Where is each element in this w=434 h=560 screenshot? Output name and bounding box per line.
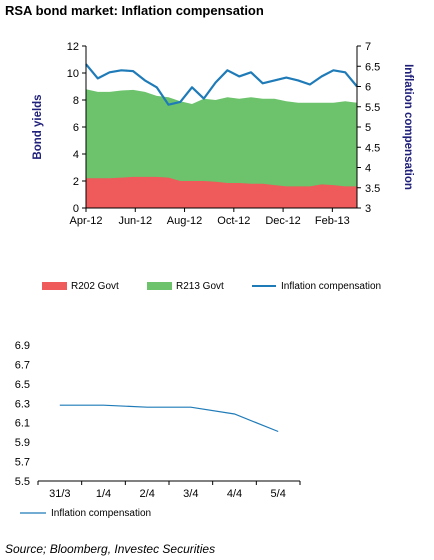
- y2-tick-label: 3: [365, 203, 371, 215]
- y-tick-label: 2: [73, 176, 79, 188]
- legend-r202-label: R202 Govt: [71, 281, 119, 292]
- series-r202-area: [86, 176, 357, 208]
- chart2-y-tick-label: 6.9: [15, 340, 30, 352]
- chart-1-areas: [86, 89, 357, 208]
- y2-axis-label: Inflation compensation: [402, 64, 414, 190]
- chart-2-line: [59, 404, 279, 433]
- y2-tick-label: 5.5: [365, 102, 380, 114]
- y2-tick-label: 4: [365, 163, 371, 175]
- y-tick-label: 8: [73, 95, 79, 107]
- chart2-x-tick-label: 1/4: [96, 488, 111, 500]
- chart-2-ticks: 5.5 5.7 5.9 6.1 6.3 6.5 6.7 6.9 31/3 1/4 2/4 3/4 4/4…: [15, 340, 301, 500]
- legend-r213-swatch: [147, 282, 172, 290]
- y2-tick-label: 4.5: [365, 142, 380, 154]
- legend-r202-swatch: [42, 282, 67, 290]
- chart2-x-tick-label: 31/3: [49, 488, 70, 500]
- y-axis-label: Bond yields: [32, 94, 44, 159]
- x-tick-label: Feb-13: [315, 215, 350, 227]
- source-note: Source; Bloomberg, Investec Securities: [5, 542, 215, 556]
- y2-tick-label: 6.5: [365, 61, 380, 73]
- x-tick-label: Aug-12: [167, 215, 202, 227]
- chart2-y-tick-label: 5.5: [15, 476, 30, 488]
- chart2-y-tick-label: 6.5: [15, 379, 30, 391]
- chart-1: 0 2 4 6 8 10 12 3 3.5 4 4.5 5 5.5 6 6.5 7 Apr-12 Jun-12 Au…: [32, 41, 414, 292]
- legend-r213-label: R213 Govt: [176, 281, 224, 292]
- x-tick-label: Oct-12: [217, 215, 250, 227]
- chart-title: RSA bond market: Inflation compensation: [5, 3, 264, 18]
- chart2-y-tick-label: 6.3: [15, 398, 30, 410]
- legend-inflation-label: Inflation compensation: [281, 281, 381, 292]
- chart2-y-tick-label: 5.7: [15, 457, 30, 469]
- chart2-legend-label: Inflation compensation: [51, 508, 151, 519]
- chart-1-ticks: 0 2 4 6 8 10 12 3 3.5 4 4.5 5 5.5 6 6.5 7 Apr-12 Jun-12 Au…: [67, 41, 381, 227]
- y2-tick-label: 5: [365, 122, 371, 134]
- x-tick-label: Apr-12: [69, 215, 102, 227]
- chart2-y-tick-label: 6.1: [15, 418, 30, 430]
- chart2-x-tick-label: 3/4: [183, 488, 198, 500]
- y-tick-label: 6: [73, 122, 79, 134]
- chart-1-legend: R202 Govt R213 Govt Inflation compensation: [42, 281, 381, 292]
- chart2-x-tick-label: 5/4: [271, 488, 286, 500]
- chart2-series-inflation-line: [59, 404, 279, 433]
- y-tick-label: 0: [73, 203, 79, 215]
- y-tick-label: 4: [73, 149, 79, 161]
- x-tick-label: Dec-12: [265, 215, 300, 227]
- y2-tick-label: 7: [365, 41, 371, 53]
- chart-1-line: [85, 63, 358, 106]
- chart2-x-tick-label: 4/4: [227, 488, 242, 500]
- chart2-y-tick-label: 6.7: [15, 359, 30, 371]
- chart2-x-tick-label: 2/4: [140, 488, 155, 500]
- chart2-y-tick-label: 5.9: [15, 437, 30, 449]
- y-tick-label: 12: [67, 41, 79, 53]
- x-tick-label: Jun-12: [118, 215, 152, 227]
- series-inflation-line: [85, 63, 358, 106]
- y2-tick-label: 6: [365, 82, 371, 94]
- chart-2-legend: Inflation compensation: [20, 508, 151, 519]
- chart-2: 5.5 5.7 5.9 6.1 6.3 6.5 6.7 6.9 31/3 1/4 2/4 3/4 4/4…: [15, 340, 301, 519]
- y-tick-label: 10: [67, 68, 79, 80]
- y2-tick-label: 3.5: [365, 183, 380, 195]
